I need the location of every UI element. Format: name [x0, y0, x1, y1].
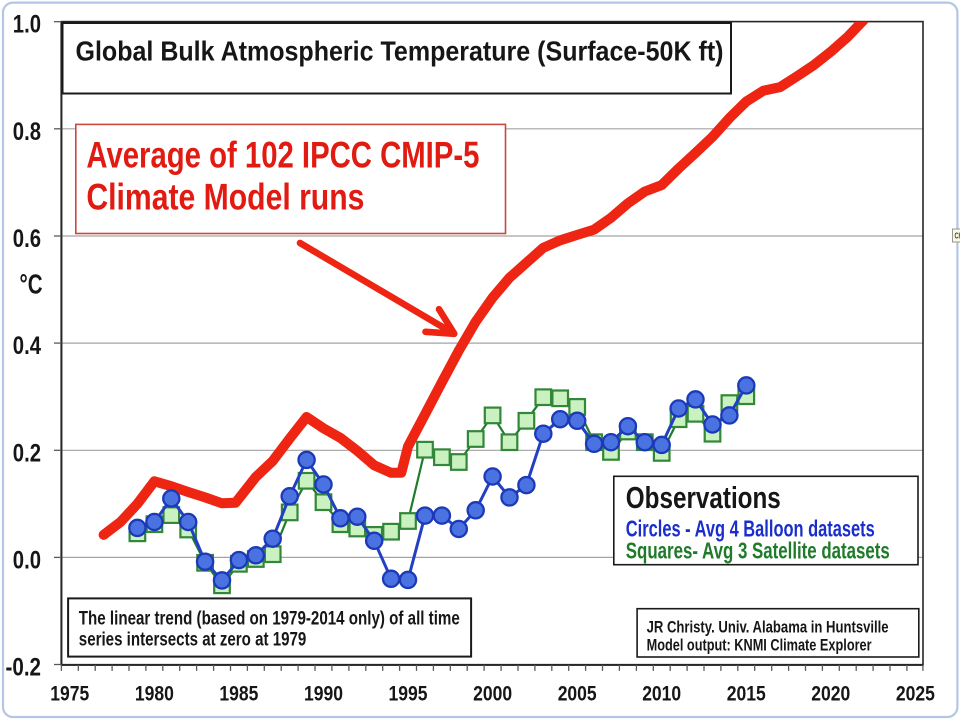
svg-text:Average of 102 IPCC CMIP-5: Average of 102 IPCC CMIP-5	[86, 134, 479, 176]
svg-text:2005: 2005	[558, 681, 597, 705]
svg-text:2000: 2000	[473, 681, 512, 705]
svg-text:0.4: 0.4	[13, 332, 41, 360]
svg-text:1990: 1990	[304, 681, 343, 705]
svg-text:Model output: KNMI Climate Exp: Model output: KNMI Climate Explorer	[647, 636, 872, 655]
svg-text:-0.2: -0.2	[6, 654, 42, 682]
svg-text:0.8: 0.8	[13, 118, 41, 146]
svg-text:Observations: Observations	[626, 481, 781, 515]
svg-text:Ch: Ch	[955, 231, 960, 241]
svg-text:series intersects at zero at 1: series intersects at zero at 1979	[79, 629, 307, 651]
svg-text:2010: 2010	[642, 681, 681, 705]
svg-text:2020: 2020	[811, 681, 850, 705]
svg-text:1975: 1975	[50, 681, 89, 705]
svg-text:2025: 2025	[896, 681, 935, 705]
svg-text:1985: 1985	[219, 681, 258, 705]
svg-text:1.0: 1.0	[13, 11, 41, 39]
svg-text:2015: 2015	[727, 681, 766, 705]
svg-text:0.2: 0.2	[13, 439, 41, 467]
svg-text:Global Bulk Atmospheric Temper: Global Bulk Atmospheric Temperature (Sur…	[76, 34, 724, 66]
svg-text:1980: 1980	[135, 681, 174, 705]
svg-text:Squares- Avg 3 Satellite datas: Squares- Avg 3 Satellite datasets	[626, 538, 890, 564]
svg-text:1995: 1995	[389, 681, 428, 705]
svg-text:Climate Model runs: Climate Model runs	[86, 175, 364, 217]
svg-text:Circles - Avg 4 Balloon datase: Circles - Avg 4 Balloon datasets	[626, 516, 875, 542]
svg-text:0.6: 0.6	[13, 225, 41, 253]
svg-text:0.0: 0.0	[13, 546, 41, 574]
svg-text:The linear trend (based on 197: The linear trend (based on 1979-2014 onl…	[79, 607, 460, 629]
svg-text:JR Christy. Univ. Alabama in H: JR Christy. Univ. Alabama in Huntsville	[647, 618, 889, 637]
svg-text:°C: °C	[20, 268, 43, 299]
